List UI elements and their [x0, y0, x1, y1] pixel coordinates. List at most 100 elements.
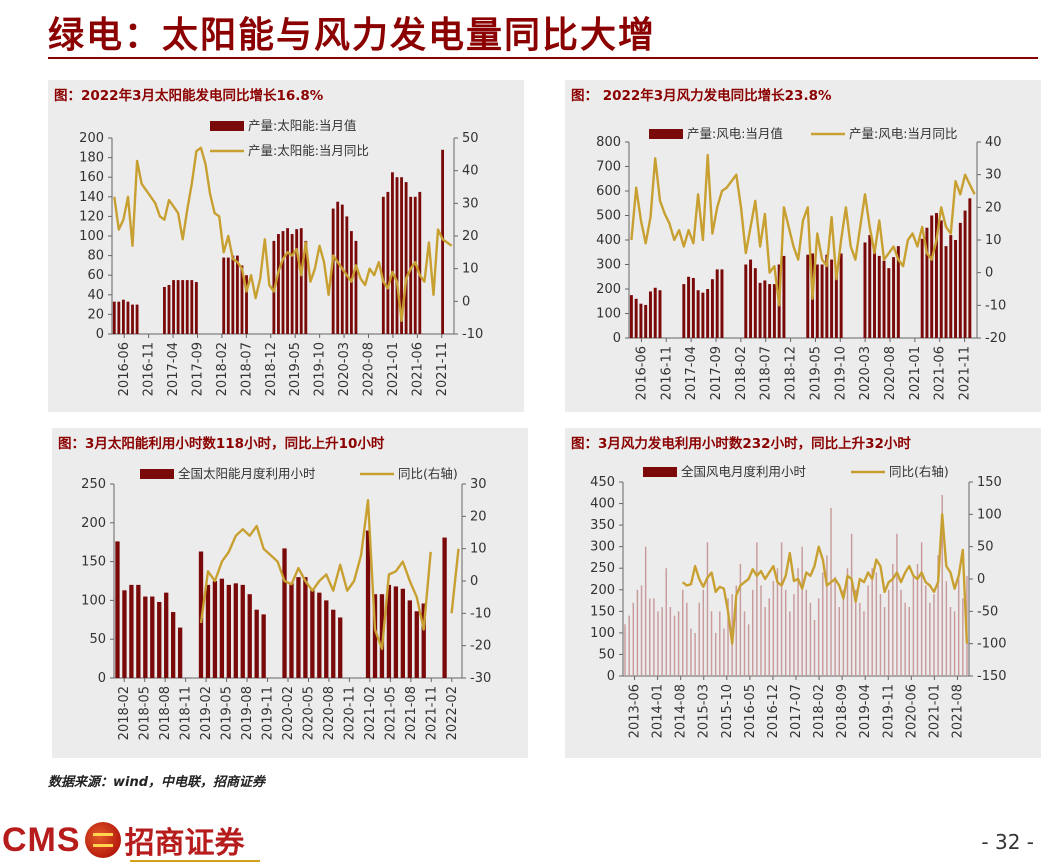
left-tick-label: 400	[590, 497, 615, 512]
bar	[167, 285, 171, 334]
x-tick-label: 2021-11	[424, 686, 439, 740]
left-tick-label: 800	[596, 135, 621, 150]
bar	[710, 611, 713, 676]
right-tick-label: -10	[470, 606, 491, 621]
bar	[391, 172, 394, 334]
bar	[629, 295, 633, 338]
legend-bar-swatch	[210, 121, 244, 131]
bar	[409, 196, 413, 334]
bar	[871, 568, 873, 676]
bar	[386, 191, 390, 334]
bar	[226, 584, 231, 678]
legend-bar-swatch	[649, 129, 683, 139]
x-tick-label: 2021-01	[927, 684, 942, 738]
bar	[400, 588, 405, 678]
bar	[644, 546, 647, 676]
bar	[295, 229, 299, 334]
bar	[801, 546, 803, 676]
bar	[121, 299, 125, 334]
left-tick-label: 700	[596, 160, 621, 175]
bar	[393, 586, 399, 678]
bar	[129, 584, 134, 678]
bar	[240, 584, 245, 678]
x-tick-label: 2020-11	[342, 686, 357, 740]
right-tick-label: -20	[985, 331, 1006, 346]
right-tick-label: 30	[985, 168, 1002, 183]
bar	[756, 542, 758, 676]
x-tick-label: 2014-01	[651, 684, 666, 738]
bar	[939, 220, 943, 338]
bar	[873, 247, 876, 338]
legend-line-label: 产量:太阳能:当月同比	[248, 143, 369, 158]
bar	[937, 555, 939, 676]
bar	[205, 584, 211, 678]
right-tick-label: 0	[985, 266, 993, 281]
bar	[386, 584, 392, 678]
bar	[131, 304, 134, 334]
bar	[115, 541, 120, 678]
bar	[968, 198, 972, 338]
bar	[776, 568, 779, 676]
bar	[117, 301, 121, 334]
left-tick-label: 300	[596, 258, 621, 273]
left-tick-label: 250	[81, 477, 106, 492]
bar	[701, 292, 705, 338]
bar	[690, 628, 692, 676]
bar	[916, 563, 919, 676]
left-tick-label: 180	[79, 151, 104, 166]
chart-svg-wind-hours: 0 50 100 150 200 250 300 350 400 450 -150 -100 -50 0 5…	[590, 464, 1007, 738]
bar	[850, 533, 853, 676]
bar	[797, 568, 799, 676]
right-tick-label: 20	[470, 509, 487, 524]
bar	[744, 264, 748, 338]
bar	[442, 537, 447, 678]
bar	[825, 254, 829, 338]
chart-caption: 图：3月太阳能利用小时数118小时，同比上升10小时	[58, 436, 385, 452]
legend-bar-label: 全国太阳能月度利用小时	[178, 466, 316, 481]
chart-svg-wind-output: 0 100 200 300 400 500 600 700 800 -20 -10 0 10 20 30 40…	[596, 126, 1006, 400]
bar	[780, 542, 783, 676]
bar	[222, 257, 226, 334]
bar	[696, 290, 700, 338]
brand-cms-text: CMS	[2, 820, 81, 859]
bar	[281, 231, 285, 334]
right-tick-label: -150	[977, 669, 1007, 684]
x-tick-label: 2018-05	[138, 686, 153, 740]
bar	[632, 602, 635, 676]
bar	[421, 603, 426, 678]
x-tick-label: 2013-06	[628, 684, 643, 738]
bar	[176, 280, 180, 334]
x-tick-label: 2019-05	[220, 686, 235, 740]
bar	[687, 276, 691, 338]
right-tick-label: -20	[470, 639, 491, 654]
left-tick-label: 600	[596, 184, 621, 199]
right-tick-label: -10	[985, 298, 1006, 313]
x-tick-label: 2018-02	[215, 342, 230, 396]
bar	[719, 611, 721, 676]
bar	[379, 594, 385, 678]
bar	[289, 583, 294, 678]
bar	[404, 182, 408, 334]
x-tick-label: 2020-08	[883, 346, 898, 400]
right-tick-label: 10	[470, 542, 487, 557]
bar	[682, 589, 684, 676]
right-tick-label: 0	[470, 574, 478, 589]
right-tick-label: 30	[470, 477, 487, 492]
bar	[303, 577, 308, 678]
left-tick-label: 200	[596, 282, 621, 297]
bar	[855, 589, 857, 676]
chart-panel-solar-hours: 图：3月太阳能利用小时数118小时，同比上升10小时 0 50 100 150 200 2…	[52, 428, 528, 758]
bar	[235, 255, 239, 334]
x-tick-label: 2016-12	[766, 684, 781, 738]
bar	[793, 594, 795, 676]
page-number: - 32 -	[981, 830, 1034, 854]
bar	[958, 222, 962, 338]
bar	[892, 563, 894, 676]
bar	[954, 240, 958, 338]
bar	[290, 234, 294, 334]
bar	[636, 589, 639, 676]
x-tick-label: 2015-03	[697, 684, 712, 738]
left-tick-label: 200	[590, 583, 615, 598]
left-tick-label: 0	[607, 669, 615, 684]
left-tick-label: 150	[590, 604, 615, 619]
